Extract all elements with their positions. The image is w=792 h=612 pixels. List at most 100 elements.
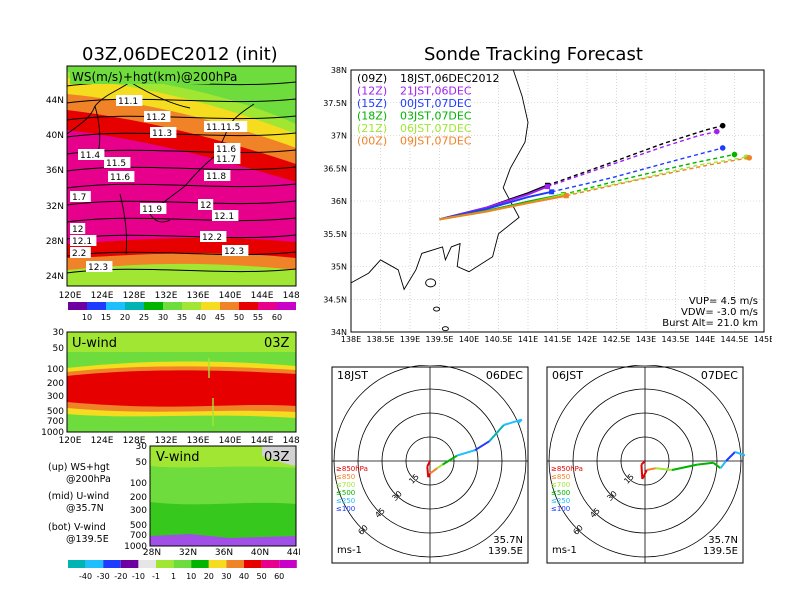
u-wind-lon-label: 120E — [59, 436, 82, 446]
track-lon-label: 144.5E — [721, 335, 749, 344]
ws-colorbar-segment — [125, 302, 144, 310]
height-label: 11.4 — [80, 151, 100, 161]
hodo-ring — [572, 388, 718, 534]
ws-hgt-map: WS(m/s)+hgt(km)@200hPa 11.1 11.2 11.3 11.11… — [46, 65, 300, 322]
hodo-legend-item: ≤850 — [336, 473, 355, 481]
v-wind-pressure-label: 30 — [136, 442, 148, 452]
track-lat-label: 36N — [331, 197, 347, 206]
map-lat-label: 32N — [46, 202, 64, 212]
ws-colorbar-label: 10 — [82, 313, 92, 322]
note-up: (up) WS+hgt @200hPa — [48, 462, 111, 486]
v-wind-pressure-label: 100 — [130, 479, 147, 489]
height-contour — [66, 132, 297, 138]
legend-code: (15Z) — [357, 97, 387, 110]
track-descent-5 — [566, 157, 750, 197]
hodo-date: 06DEC — [486, 369, 523, 382]
height-label: 11.5 — [106, 159, 126, 169]
ws-colorbar-label: 50 — [234, 313, 244, 322]
wind-colorbar-segment — [191, 560, 209, 568]
u-wind-pressure-label: 50 — [53, 344, 65, 354]
landing-marker — [731, 151, 738, 158]
wind-colorbar-segment — [226, 560, 244, 568]
hodo-trace-segment — [712, 462, 722, 469]
height-label: 11.6 — [110, 173, 130, 183]
u-wind-lon-label: 144E — [251, 436, 274, 446]
u-wind-lon-label: 124E — [91, 436, 114, 446]
hodo-trace-segment — [725, 451, 736, 462]
ws-colorbar-segment — [87, 302, 106, 310]
wind-colorbar-label: 1 — [171, 572, 176, 581]
u-wind-label: U-wind — [72, 336, 117, 351]
hodo-trace-segment — [697, 461, 714, 466]
u-wind-pressure-label: 30 — [53, 328, 65, 338]
note-bot: (bot) V-wind @139.5E — [48, 522, 109, 546]
wind-colorbar-segment — [279, 560, 297, 568]
height-contour — [66, 251, 297, 257]
param-vdw: VDW= -3.0 m/s — [681, 307, 758, 318]
track-lon-label: 142E — [577, 335, 597, 344]
u-wind-lon-label: 128E — [123, 436, 146, 446]
hodo-trace-segment — [719, 460, 727, 469]
height-label: 11.8 — [206, 172, 226, 182]
map-lon-label: 144E — [251, 291, 274, 301]
ws-colorbar-segment — [106, 302, 125, 310]
map-lat-label: 24N — [46, 272, 64, 282]
wind-colorbar-label: 60 — [274, 572, 284, 581]
wind-colorbar-label: -20 — [114, 572, 127, 581]
hodo-trace-segment — [641, 469, 648, 480]
landing-marker — [746, 154, 753, 161]
ws-colorbar-label: 35 — [177, 313, 187, 322]
hodo-ring — [405, 436, 455, 486]
wind-colorbar-label: -30 — [97, 572, 110, 581]
coastline-honshu — [350, 69, 529, 291]
note-bot-line1: (bot) V-wind — [48, 522, 106, 533]
legend-time: 18JST,06DEC2012 — [400, 72, 500, 85]
height-label-bg — [222, 245, 249, 256]
track-lon-label: 138.5E — [367, 335, 395, 344]
legend-code: (21Z) — [357, 122, 387, 135]
burst-marker — [549, 189, 555, 195]
hodo-lat: 35.7N — [493, 535, 523, 546]
map-lat-label: 44N — [46, 96, 64, 106]
hodo-trace-segment — [646, 467, 656, 471]
height-label-bg — [204, 170, 231, 181]
u-wind-pressure-label: 500 — [47, 407, 64, 417]
wind-colorbar-segment — [103, 560, 121, 568]
hodo-ring — [548, 365, 742, 558]
hodo-legend-item: ≤250 — [551, 497, 570, 505]
hodo-trace-segment — [427, 473, 431, 478]
wind-colorbar-segment — [208, 560, 227, 568]
track-lon-label: 139E — [400, 335, 420, 344]
izu-island — [433, 306, 441, 312]
sonde-tracking-chart: (09Z) 18JST,06DEC2012 (12Z) 21JST,06DEC (15Z… — [323, 66, 772, 344]
map-lon-label: 128E — [123, 291, 146, 301]
map-lat-label: 28N — [46, 237, 64, 247]
coastline-taiwan — [119, 193, 128, 255]
height-label: 11.3 — [152, 129, 172, 139]
burst-marker — [544, 184, 550, 190]
v-wind-pressure-label: 300 — [130, 506, 147, 516]
hodo-lon: 139.5E — [703, 546, 738, 557]
height-contour — [66, 166, 297, 172]
height-label-bg — [200, 231, 227, 242]
wind-colorbar-segment — [156, 560, 174, 568]
hodo-legend-item: ≤700 — [336, 481, 355, 489]
hodo-units: ms-1 — [552, 545, 577, 556]
legend-time: 06JST,07DEC — [400, 122, 472, 135]
u-wind-lon-label: 140E — [219, 436, 242, 446]
height-label: 2.2 — [72, 249, 86, 259]
height-label-bg — [86, 261, 113, 272]
v-wind-time: 03Z — [264, 450, 290, 465]
ws-colorbar-segment — [201, 302, 220, 310]
height-label-bg — [116, 95, 143, 106]
map-frame — [66, 65, 297, 287]
height-label: 11.6 — [216, 145, 236, 155]
burst-marker — [563, 193, 569, 199]
wind-colorbar-label: -40 — [79, 572, 92, 581]
v-wind-pressure-label: 700 — [130, 531, 147, 541]
height-label-bg — [198, 199, 214, 210]
wind-colorbar-segment — [138, 560, 156, 568]
hodo-trace-segment — [640, 464, 644, 480]
hodo-legend-item: ≤850 — [551, 473, 570, 481]
